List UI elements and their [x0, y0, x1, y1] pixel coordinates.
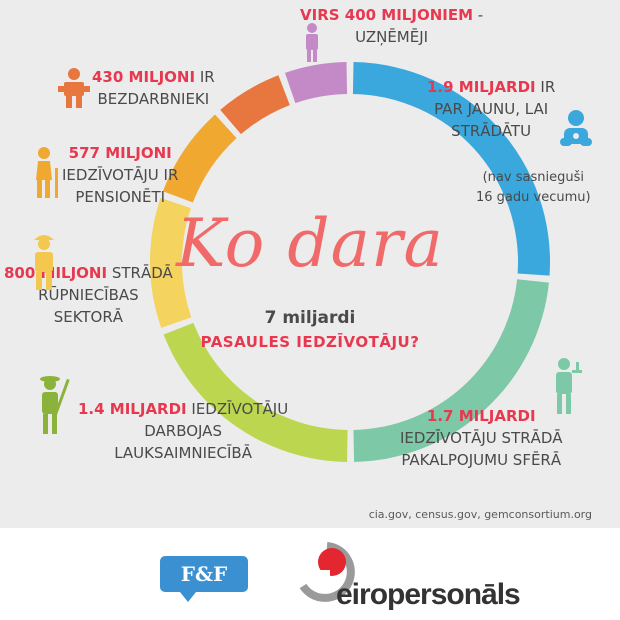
businessman-icon: [306, 23, 318, 62]
label-berni-note1: (nav sasnieguši: [482, 170, 584, 185]
label-rupnieciba: 800 MILJONI STRĀDĀ RŪPNIECĪBAS SEKTORĀ: [4, 262, 173, 328]
donut-segment-6: [284, 62, 348, 104]
farmer-icon: [40, 376, 70, 434]
worker-icon: [34, 235, 54, 290]
ff-logo[interactable]: F&F: [160, 556, 248, 602]
label-berni-ir: IR: [535, 78, 556, 96]
label-bezdarbnieki-ir: IR: [195, 68, 215, 86]
label-pensioneti: 577 MILJONI IEDZĪVOTĀJU IR PENSIONĒTI: [62, 142, 178, 208]
label-pakalpojumi-line3: PAKALPOJUMU SFĒRĀ: [401, 451, 562, 469]
label-uznemeji-text: UZŅĒMĒJI: [355, 28, 429, 46]
chart-subtitle-label: PASAULES IEDZĪVOTĀJU?: [200, 333, 420, 351]
label-uznemeji: VIRS 400 MILJONIEM - UZŅĒMĒJI: [300, 4, 483, 48]
label-rupnieciba-line2: RŪPNIECĪBAS: [38, 286, 139, 304]
label-lauksaimnieciba-rest: IEDZĪVOTĀJU: [186, 400, 289, 418]
chart-subtitle-count: 7 miljardi: [264, 308, 356, 328]
label-uznemeji-dash: -: [473, 6, 484, 24]
label-berni-line3: STRĀDĀTU: [451, 122, 532, 140]
waiter-icon: [556, 358, 582, 414]
label-uznemeji-value: VIRS 400 MILJONIEM: [300, 6, 474, 24]
label-bezdarbnieki-value: 430 MILJONI: [92, 68, 196, 86]
label-lauksaimnieciba: 1.4 MILJARDI IEDZĪVOTĀJU DARBOJAS LAUKSA…: [78, 398, 288, 464]
label-rupnieciba-rest: STRĀDĀ: [107, 264, 173, 282]
label-berni-note2: 16 gadu vecumu): [476, 190, 591, 205]
label-pakalpojumi-value: 1.7 MILJARDI: [426, 407, 536, 425]
label-lauksaimnieciba-line2: DARBOJAS: [144, 422, 222, 440]
donut-segment-5: [220, 75, 290, 135]
eiropersonals-logo-mark[interactable]: [296, 540, 358, 610]
donut-chart: [150, 62, 550, 462]
baby-icon: [560, 110, 592, 146]
elderly-icon: [36, 147, 58, 198]
label-pensioneti-line3: PENSIONĒTI: [75, 188, 166, 206]
label-rupnieciba-value: 800 MILJONI: [4, 264, 108, 282]
label-berni-line2: PAR JAUNU, LAI: [434, 100, 549, 118]
chart-title: Ko dara: [176, 205, 444, 282]
label-pakalpojumi: 1.7 MILJARDI IEDZĪVOTĀJU STRĀDĀ PAKALPOJ…: [400, 405, 562, 471]
donut-segment-2: [163, 322, 348, 462]
label-bezdarbnieki: 430 MILJONI IR BEZDARBNIEKI: [92, 66, 215, 110]
label-bezdarbnieki-line2: BEZDARBNIEKI: [97, 90, 210, 108]
unemployed-icon: [58, 68, 90, 108]
donut-segment-4: [162, 114, 237, 203]
label-rupnieciba-line3: SEKTORĀ: [53, 308, 124, 326]
label-berni: 1.9 MILJARDI IR PAR JAUNU, LAI STRĀDĀTU: [427, 76, 555, 142]
label-pensioneti-value: 577 MILJONI: [68, 144, 172, 162]
label-berni-value: 1.9 MILJARDI: [427, 78, 536, 96]
donut-segment-3: [150, 197, 192, 328]
label-pakalpojumi-line2: IEDZĪVOTĀJU STRĀDĀ: [400, 429, 563, 447]
label-berni-note: (nav sasnieguši 16 gadu vecumu): [476, 168, 591, 208]
label-lauksaimnieciba-line3: LAUKSAIMNIECĪBĀ: [114, 444, 252, 462]
eiropersonals-logo-text[interactable]: eiropersonāls: [336, 578, 521, 611]
donut-segment-1: [353, 279, 549, 462]
label-lauksaimnieciba-value: 1.4 MILJARDI: [78, 400, 187, 418]
source-text: cia.gov, census.gov, gemconsortium.org: [368, 508, 592, 521]
label-pensioneti-line2: IEDZĪVOTĀJU IR: [62, 166, 179, 184]
donut-segment-0: [352, 62, 550, 276]
